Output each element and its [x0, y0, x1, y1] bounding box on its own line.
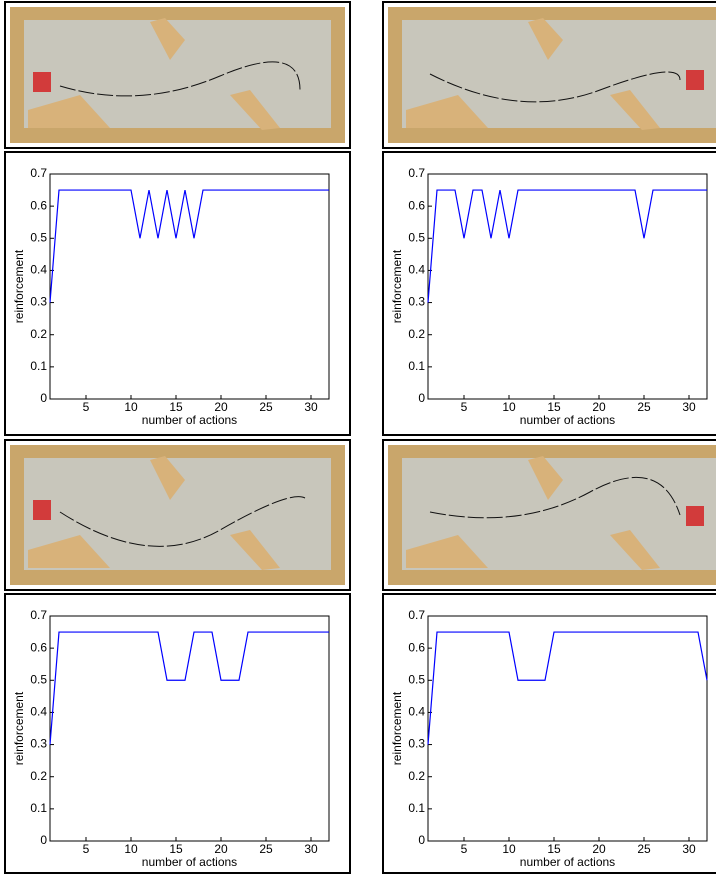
- y-tick-label: 0.4: [30, 263, 47, 277]
- x-tick-label: 15: [547, 842, 561, 856]
- x-tick-label: 30: [304, 400, 318, 414]
- x-tick-label: 20: [214, 842, 228, 856]
- x-axis-label: number of actions: [142, 855, 237, 869]
- y-tick-label: 0.5: [30, 672, 47, 686]
- x-tick-label: 10: [124, 842, 138, 856]
- y-tick-label: 0.1: [408, 801, 425, 815]
- y-tick-label: 0.2: [30, 327, 47, 341]
- x-tick-label: 10: [124, 400, 138, 414]
- x-tick-label: 25: [637, 400, 651, 414]
- plot: 0 0.1 0.2 0.3 0.4 0.5 0.6 0.7 5 10 15 20 25 30: [30, 608, 329, 856]
- y-tick-label: 0.4: [30, 705, 47, 719]
- x-tick-label: 20: [214, 400, 228, 414]
- x-tick-label: 25: [637, 842, 651, 856]
- x-tick-label: 10: [502, 842, 516, 856]
- chart-panel: 0 0.1 0.2 0.3 0.4 0.5 0.6 0.7 5 10 15 20 25 30 number …: [5, 152, 350, 435]
- y-tick-label: 0.1: [30, 801, 47, 815]
- y-tick-label: 0.6: [30, 640, 47, 654]
- y-axis-label: reinforcement: [12, 249, 26, 323]
- plot: 0 0.1 0.2 0.3 0.4 0.5 0.6 0.7 5 10 15 20 25 30: [408, 166, 707, 414]
- y-tick-label: 0.3: [30, 295, 47, 309]
- y-tick-label: 0.7: [408, 166, 425, 180]
- x-tick-label: 5: [83, 842, 90, 856]
- photo: [383, 2, 716, 148]
- y-tick-label: 0.5: [408, 230, 425, 244]
- x-tick-label: 5: [461, 400, 468, 414]
- y-tick-label: 0.2: [408, 327, 425, 341]
- x-tick-label: 5: [83, 400, 90, 414]
- y-tick-label: 0: [40, 391, 47, 405]
- x-tick-label: 25: [259, 400, 273, 414]
- y-tick-label: 0.2: [30, 769, 47, 783]
- y-tick-label: 0.3: [30, 737, 47, 751]
- y-tick-label: 0.1: [408, 359, 425, 373]
- x-tick-label: 5: [461, 842, 468, 856]
- chart-panel: 0 0.1 0.2 0.3 0.4 0.5 0.6 0.7 5 10 15 20 25 30 number …: [383, 594, 716, 873]
- y-tick-label: 0.2: [408, 769, 425, 783]
- plot-frame: [50, 616, 329, 841]
- y-tick-label: 0.5: [30, 230, 47, 244]
- y-tick-label: 0: [418, 833, 425, 847]
- y-tick-label: 0: [40, 833, 47, 847]
- y-tick-label: 0.5: [408, 672, 425, 686]
- y-tick-label: 0.7: [30, 608, 47, 622]
- x-axis-label: number of actions: [520, 855, 615, 869]
- chart-panel: 0 0.1 0.2 0.3 0.4 0.5 0.6 0.7 5 10 15 20 25 30 number …: [383, 152, 716, 435]
- chart-panel: 0 0.1 0.2 0.3 0.4 0.5 0.6 0.7 5 10 15 20 25 30 number …: [5, 594, 350, 873]
- y-tick-label: 0.4: [408, 705, 425, 719]
- x-tick-label: 30: [682, 400, 696, 414]
- y-tick-label: 0.6: [408, 198, 425, 212]
- x-tick-label: 20: [592, 842, 606, 856]
- x-tick-label: 15: [547, 400, 561, 414]
- x-tick-label: 25: [259, 842, 273, 856]
- y-tick-label: 0.3: [408, 295, 425, 309]
- y-axis-label: reinforcement: [12, 691, 26, 765]
- y-tick-label: 0.7: [30, 166, 47, 180]
- y-tick-label: 0: [418, 391, 425, 405]
- plot-frame: [50, 174, 329, 399]
- y-tick-label: 0.3: [408, 737, 425, 751]
- y-tick-label: 0.6: [30, 198, 47, 212]
- plot-frame: [428, 616, 707, 841]
- figure: 0 0.1 0.2 0.3 0.4 0.5 0.6 0.7 5 10 15 20 25 30 number …: [0, 0, 716, 876]
- plot: 0 0.1 0.2 0.3 0.4 0.5 0.6 0.7 5 10 15 20 25 30: [408, 608, 707, 856]
- x-tick-label: 30: [682, 842, 696, 856]
- y-axis-label: reinforcement: [390, 249, 404, 323]
- photo: [5, 440, 350, 590]
- x-axis-label: number of actions: [142, 413, 237, 427]
- x-tick-label: 10: [502, 400, 516, 414]
- y-tick-label: 0.1: [30, 359, 47, 373]
- y-tick-label: 0.4: [408, 263, 425, 277]
- photo: [383, 440, 716, 590]
- x-tick-label: 15: [169, 842, 183, 856]
- x-tick-label: 15: [169, 400, 183, 414]
- photo: [5, 2, 350, 148]
- x-tick-label: 30: [304, 842, 318, 856]
- y-tick-label: 0.7: [408, 608, 425, 622]
- x-tick-label: 20: [592, 400, 606, 414]
- y-axis-label: reinforcement: [390, 691, 404, 765]
- plot: 0 0.1 0.2 0.3 0.4 0.5 0.6 0.7 5 10 15 20 25 30: [30, 166, 329, 414]
- x-axis-label: number of actions: [520, 413, 615, 427]
- y-tick-label: 0.6: [408, 640, 425, 654]
